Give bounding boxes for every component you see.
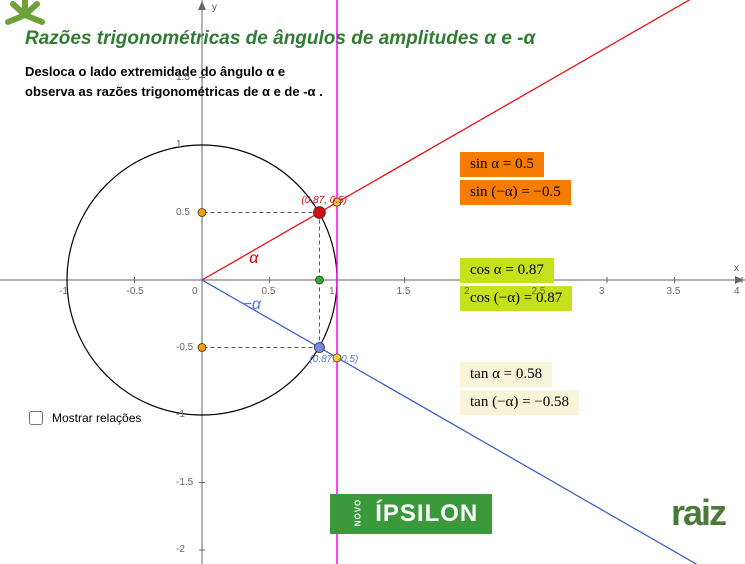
point-neg-label: (0.87, -0.5) — [309, 354, 358, 365]
show-relations-input[interactable] — [29, 411, 43, 425]
cos-alpha-eq: cos α = 0.87 — [460, 258, 554, 283]
y-tick-label: -1.5 — [176, 477, 193, 488]
y-tick-label: -1 — [176, 409, 185, 420]
y-tick-label: -2 — [176, 544, 185, 555]
ipsilon-text: ÍPSILON — [375, 500, 478, 527]
y-axis-label: y — [212, 2, 217, 13]
sin-alpha-eq: sin α = 0.5 — [460, 152, 544, 177]
x-axis-label: x — [734, 263, 739, 274]
y-tick-label: -0.5 — [176, 342, 193, 353]
novo-tag: NOVO — [353, 499, 362, 527]
x-tick-label: 0.5 — [262, 286, 276, 297]
raiz-logo: raiz — [671, 492, 725, 534]
ipsilon-logo: NOVO ÍPSILON — [330, 494, 492, 534]
tan-neg-alpha-eq: tan (−α) = −0.58 — [460, 390, 579, 415]
origin-label: 0 — [192, 286, 198, 297]
subtitle-line2: observa as razões trigonométricas de α e… — [25, 84, 323, 99]
x-tick-label: 3.5 — [667, 286, 681, 297]
y-tick-label: 1 — [176, 139, 182, 150]
x-tick-label: -1 — [59, 286, 68, 297]
show-relations-checkbox[interactable]: Mostrar relações — [25, 408, 141, 428]
instruction-text: Desloca o lado extremidade do ângulo α e… — [25, 62, 323, 101]
x-tick-label: 2.5 — [532, 286, 546, 297]
x-tick-label: 4 — [734, 286, 740, 297]
sin-neg-alpha-eq: sin (−α) = −0.5 — [460, 180, 571, 205]
y-tick-label: 1.5 — [176, 72, 190, 83]
x-tick-label: 1.5 — [397, 286, 411, 297]
x-tick-label: 1 — [329, 286, 335, 297]
page-title: Razões trigonométricas de ângulos de amp… — [25, 28, 535, 50]
alpha-label: α — [249, 250, 258, 268]
y-tick-label: 0.5 — [176, 207, 190, 218]
checkbox-label: Mostrar relações — [52, 411, 141, 425]
subtitle-line1: Desloca o lado extremidade do ângulo α e — [25, 64, 285, 79]
raiz-star-icon — [0, 0, 50, 30]
neg-alpha-label: −α — [243, 296, 261, 314]
x-tick-label: 3 — [599, 286, 605, 297]
tan-alpha-eq: tan α = 0.58 — [460, 362, 552, 387]
x-tick-label: 2 — [464, 286, 470, 297]
cos-neg-alpha-eq: cos (−α) = 0.87 — [460, 286, 572, 311]
x-tick-label: -0.5 — [127, 286, 144, 297]
point-pos-label: (0.87, 0.5) — [301, 195, 347, 206]
